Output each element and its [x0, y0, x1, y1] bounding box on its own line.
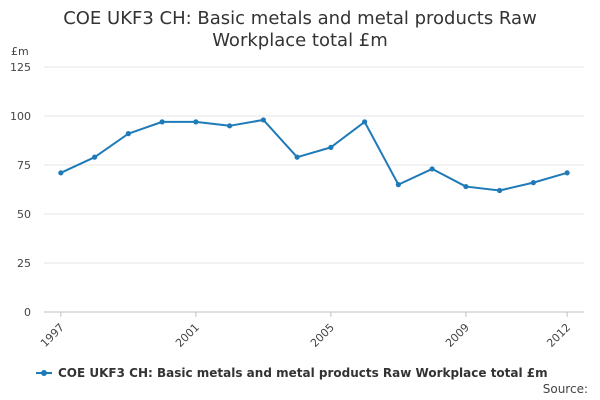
data-point-1998[interactable] [92, 155, 97, 160]
data-point-2008[interactable] [430, 166, 435, 171]
data-point-1997[interactable] [58, 170, 63, 175]
legend-swatch-icon [36, 368, 52, 378]
data-point-2006[interactable] [362, 119, 367, 124]
data-point-2009[interactable] [463, 184, 468, 189]
data-point-2003[interactable] [261, 117, 266, 122]
data-point-2000[interactable] [160, 119, 165, 124]
x-tick-label: 2009 [443, 321, 472, 350]
series-line [61, 120, 567, 191]
y-tick-label: 25 [17, 257, 31, 270]
data-point-2007[interactable] [396, 182, 401, 187]
x-tick-label: 2012 [544, 321, 573, 350]
legend-label: COE UKF3 CH: Basic metals and metal prod… [58, 366, 548, 380]
data-point-2011[interactable] [531, 180, 536, 185]
y-tick-label: 100 [10, 110, 31, 123]
data-point-2005[interactable] [328, 145, 333, 150]
data-point-2001[interactable] [193, 119, 198, 124]
y-tick-label: 75 [17, 159, 31, 172]
data-point-2010[interactable] [497, 188, 502, 193]
y-tick-label: 50 [17, 208, 31, 221]
y-tick-label: 125 [10, 61, 31, 74]
y-tick-label: 0 [24, 306, 31, 319]
legend[interactable]: COE UKF3 CH: Basic metals and metal prod… [36, 366, 548, 380]
data-point-2004[interactable] [295, 155, 300, 160]
x-axis: 1997 2001 2005 2009 2012 [38, 312, 573, 350]
x-tick-label: 2005 [308, 321, 337, 350]
y-unit-label: £m [11, 45, 29, 58]
data-point-2012[interactable] [565, 170, 570, 175]
series-layer [58, 117, 569, 193]
data-point-1999[interactable] [126, 131, 131, 136]
source-label: Source: [543, 382, 588, 396]
y-axis: 0 25 50 75 100 125 [10, 61, 31, 319]
x-tick-label: 1997 [38, 321, 67, 350]
x-tick-label: 2001 [173, 321, 202, 350]
data-point-2002[interactable] [227, 123, 232, 128]
